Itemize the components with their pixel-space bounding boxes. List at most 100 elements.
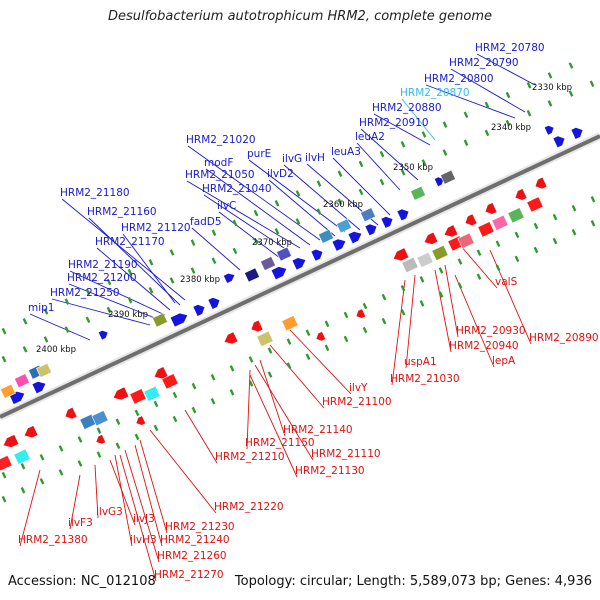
- kbp-label: 2390 kbp: [108, 310, 148, 320]
- gene-label-ilvg: ilvG: [282, 153, 302, 165]
- gene-label-ilvf3: ilvF3: [68, 517, 93, 529]
- topology-text: Topology: circular; Length: 5,589,073 bp…: [234, 574, 592, 589]
- tick-mark: [253, 209, 259, 217]
- forward-gene-arrow: [332, 239, 346, 251]
- gene-label-ilvh: ilvH: [305, 152, 325, 164]
- gene-label-leua3: leuA3: [331, 146, 361, 158]
- leader-line: [134, 444, 163, 547]
- leader-line: [191, 227, 241, 271]
- leader-line: [19, 469, 41, 547]
- tick-mark: [77, 460, 83, 467]
- reverse-gene-box: [143, 385, 161, 402]
- tick-mark: [590, 196, 596, 203]
- tick-mark: [568, 90, 574, 97]
- tick-mark: [127, 296, 133, 304]
- tick-mark: [148, 287, 154, 294]
- tick-mark: [58, 445, 64, 452]
- leader-line: [88, 217, 181, 306]
- kbp-label: 2350 kbp: [393, 163, 433, 173]
- gene-label-hrm2-21220: HRM2_21220: [214, 501, 284, 513]
- forward-gene-arrow: [434, 177, 444, 187]
- tick-mark: [476, 273, 482, 280]
- forward-gene-arrow: [544, 125, 554, 135]
- backbone: [0, 132, 600, 421]
- reverse-gene-box: [281, 315, 299, 332]
- forward-gene-box: [360, 207, 376, 223]
- tick-mark: [442, 121, 448, 128]
- gene-label-hrm2-21190: HRM2_21190: [68, 259, 138, 271]
- tick-mark: [400, 169, 406, 176]
- tick-mark: [568, 62, 574, 69]
- leader-line: [401, 98, 436, 141]
- forward-gene-arrow: [311, 249, 323, 261]
- tick-mark: [484, 101, 490, 109]
- tick-mark: [210, 398, 216, 405]
- leader-line: [94, 464, 99, 519]
- reverse-gene-arrow: [24, 425, 38, 438]
- tick-mark: [210, 374, 216, 381]
- tick-mark: [39, 478, 45, 485]
- gene-label-hrm2-21140: HRM2_21140: [283, 424, 353, 436]
- leader-line: [205, 168, 311, 246]
- gene-label-hrm2-21210: HRM2_21210: [215, 451, 285, 463]
- tick-mark: [419, 276, 425, 283]
- tick-mark: [229, 389, 235, 396]
- tick-mark: [85, 316, 91, 324]
- tick-mark: [1, 471, 7, 479]
- tick-mark: [343, 311, 349, 319]
- forward-gene-box: [152, 312, 168, 328]
- tick-mark: [22, 346, 28, 353]
- forward-gene-arrow: [32, 381, 46, 394]
- tick-mark: [153, 424, 159, 432]
- tick-mark: [106, 306, 112, 314]
- tick-mark: [115, 418, 121, 425]
- reverse-gene-box: [416, 251, 434, 269]
- tick-mark: [495, 264, 501, 271]
- leader-line: [356, 142, 401, 191]
- forward-gene-arrow: [9, 391, 25, 405]
- forward-gene-box: [0, 383, 16, 399]
- kbp-label: 2330 kbp: [532, 83, 572, 93]
- gene-label-uspa1: uspA1: [404, 356, 437, 368]
- leader-line: [332, 157, 391, 216]
- reverse-gene-arrow: [444, 225, 458, 237]
- kbp-label: 2370 kbp: [252, 238, 292, 248]
- gene-label-hrm2-20940: HRM2_20940: [449, 340, 519, 352]
- reverse-gene-box: [477, 221, 495, 238]
- tick-mark: [20, 463, 26, 470]
- leader-line: [248, 159, 346, 233]
- tick-mark: [400, 309, 406, 316]
- reverse-gene-arrow: [65, 407, 77, 419]
- gene-label-hrm2-21020: HRM2_21020: [186, 134, 256, 146]
- tick-mark: [172, 391, 178, 399]
- leader-line: [139, 439, 168, 534]
- tick-mark: [115, 442, 121, 449]
- leader-line: [96, 247, 171, 311]
- tick-mark: [463, 111, 469, 118]
- reverse-gene-arrow: [96, 434, 106, 444]
- tick-mark: [381, 293, 387, 301]
- tick-mark: [442, 149, 448, 156]
- forward-gene-arrow: [348, 231, 362, 244]
- forward-gene-arrow: [365, 224, 377, 236]
- tick-mark: [526, 82, 532, 89]
- leader-line: [203, 194, 291, 253]
- tick-mark: [533, 222, 539, 230]
- tick-mark: [64, 298, 70, 305]
- tick-mark: [305, 353, 311, 360]
- gene-label-hrm2-20910: HRM2_20910: [359, 117, 429, 129]
- tick-mark: [64, 326, 70, 333]
- forward-gene-box: [276, 246, 292, 262]
- forward-gene-arrow: [271, 266, 287, 280]
- tick-mark: [191, 382, 197, 390]
- leader-line: [69, 474, 81, 530]
- tick-mark: [421, 159, 427, 166]
- gene-label-hrm2-21130: HRM2_21130: [295, 465, 365, 477]
- gene-label-hrm2-21250: HRM2_21250: [50, 287, 120, 299]
- tick-mark: [267, 347, 273, 354]
- reverse-gene-box: [256, 330, 274, 348]
- tick-mark: [172, 415, 178, 423]
- leader-line: [109, 459, 136, 526]
- reverse-gene-box: [401, 256, 419, 274]
